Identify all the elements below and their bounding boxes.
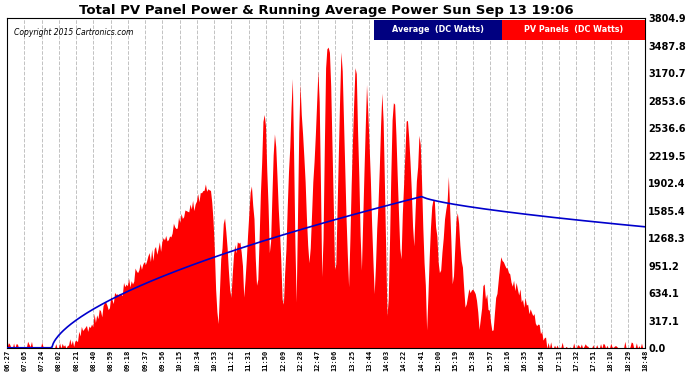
Text: PV Panels  (DC Watts): PV Panels (DC Watts): [524, 26, 623, 34]
Text: Average  (DC Watts): Average (DC Watts): [392, 26, 484, 34]
Title: Total PV Panel Power & Running Average Power Sun Sep 13 19:06: Total PV Panel Power & Running Average P…: [79, 4, 573, 17]
FancyBboxPatch shape: [374, 20, 502, 40]
Text: Copyright 2015 Cartronics.com: Copyright 2015 Cartronics.com: [14, 28, 133, 37]
FancyBboxPatch shape: [502, 20, 645, 40]
